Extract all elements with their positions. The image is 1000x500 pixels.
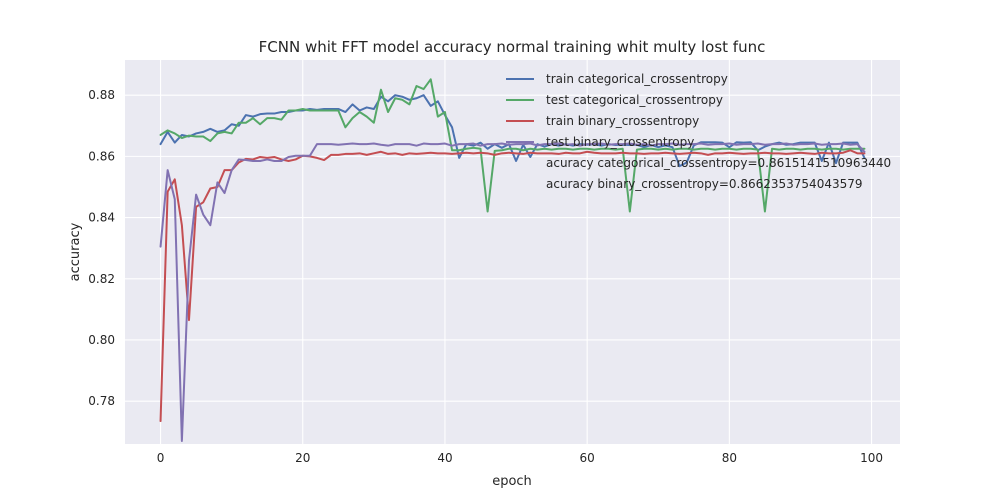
series-layer: [159, 78, 866, 442]
y-tick-label: 0.80: [88, 333, 115, 347]
legend-accuracy-binary: acuracy binary_crossentropy=0.8662353754…: [546, 177, 863, 191]
chart-title: FCNN whit FFT model accuracy normal trai…: [259, 38, 766, 56]
legend-label-train-binary: train binary_crossentropy: [546, 114, 699, 128]
series-line-test-binary-crossentropy: [159, 142, 866, 442]
y-tick-label: 0.82: [88, 272, 115, 286]
x-tick-label: 0: [157, 451, 165, 465]
series-line-test-categorical-crossentropy: [159, 78, 866, 213]
y-axis-label: accuracy: [68, 222, 83, 281]
y-tick-labels: 0.78 0.80 0.82 0.84 0.86 0.88: [88, 88, 115, 408]
legend-label-test-binary: test binary_crossentropy: [546, 135, 694, 149]
y-tick-label: 0.86: [88, 149, 115, 163]
x-tick-label: 60: [580, 451, 595, 465]
legend-label-test-categorical: test categorical_crossentropy: [546, 93, 723, 107]
y-tick-label: 0.88: [88, 88, 115, 102]
y-tick-label: 0.84: [88, 211, 115, 225]
plot-background: [125, 60, 900, 444]
y-tick-label: 0.78: [88, 394, 115, 408]
x-axis-label: epoch: [492, 474, 532, 489]
legend-accuracy-categorical: acuracy categorical_crossentropy=0.86151…: [546, 156, 891, 170]
legend-label-train-categorical: train categorical_crossentropy: [546, 72, 728, 86]
y-gridlines: [125, 94, 900, 402]
x-tick-label: 20: [295, 451, 310, 465]
x-tick-label: 80: [722, 451, 737, 465]
x-tick-label: 40: [437, 451, 452, 465]
series-line-train-binary-crossentropy: [159, 149, 866, 423]
legend: train categorical_crossentropy test cate…: [506, 72, 891, 191]
x-tick-labels: 0 20 40 60 80 100: [157, 451, 883, 465]
x-tick-label: 100: [860, 451, 883, 465]
x-gridlines: [160, 60, 873, 444]
